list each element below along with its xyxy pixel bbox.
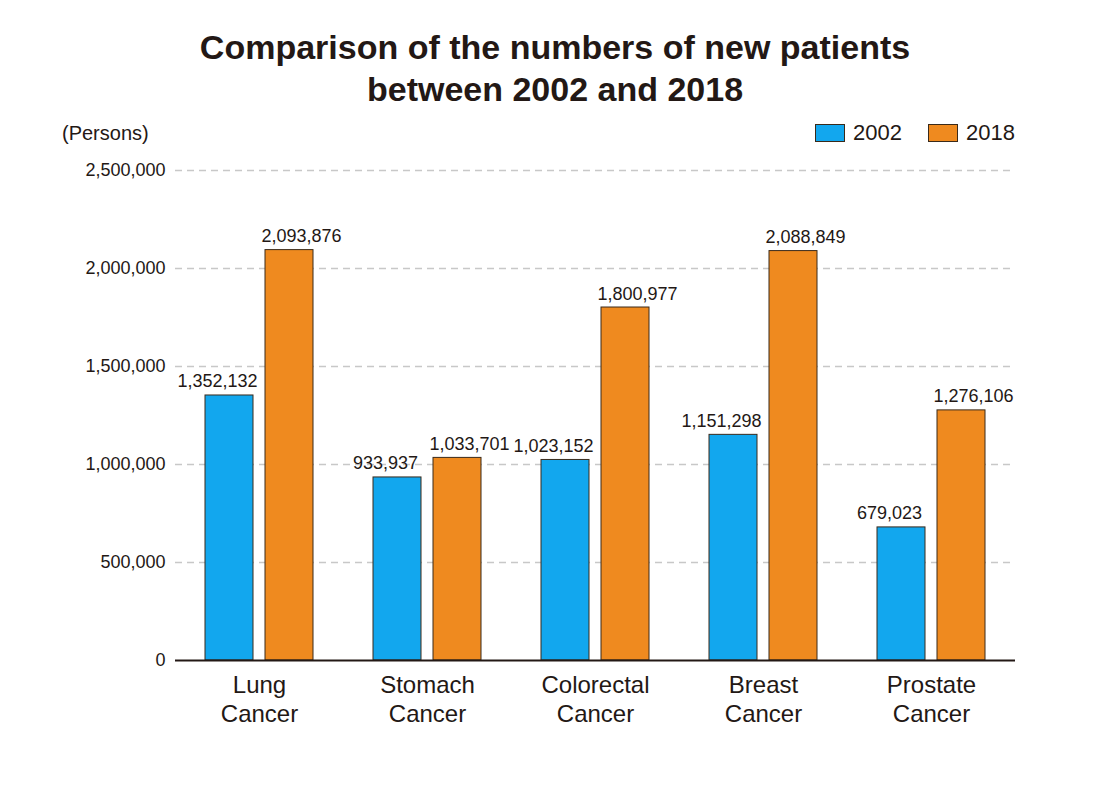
svg-text:1,276,106: 1,276,106 [933, 386, 1013, 406]
svg-text:933,937: 933,937 [353, 453, 418, 473]
svg-text:ColorectalCancer: ColorectalCancer [541, 671, 649, 727]
html-text:(Persons): (Persons) [62, 121, 149, 144]
svg-text:StomachCancer: StomachCancer [380, 671, 475, 727]
html-text:2002: 2002 [853, 120, 902, 145]
svg-text:ProstateCancer: ProstateCancer [887, 671, 976, 727]
svg-text:2,088,849: 2,088,849 [765, 227, 845, 247]
svg-text:2,500,000: 2,500,000 [85, 160, 165, 180]
html-text:Comparison of the numbers of n: Comparison of the numbers of new patient… [199, 28, 911, 108]
html-text:2018: 2018 [966, 120, 1015, 145]
svg-text:1,151,298: 1,151,298 [681, 411, 761, 431]
svg-text:2,093,876: 2,093,876 [261, 226, 341, 246]
svg-text:1,033,701: 1,033,701 [429, 434, 509, 454]
svg-text:0: 0 [155, 650, 165, 670]
svg-text:2,000,000: 2,000,000 [85, 258, 165, 278]
svg-text:500,000: 500,000 [100, 552, 165, 572]
svg-text:679,023: 679,023 [857, 503, 922, 523]
svg-text:1,023,152: 1,023,152 [513, 436, 593, 456]
svg-text:1,500,000: 1,500,000 [85, 356, 165, 376]
svg-text:LungCancer: LungCancer [221, 671, 298, 727]
svg-text:1,000,000: 1,000,000 [85, 454, 165, 474]
svg-text:1,800,977: 1,800,977 [597, 284, 677, 304]
svg-text:1,352,132: 1,352,132 [177, 371, 257, 391]
svg-text:BreastCancer: BreastCancer [725, 671, 802, 727]
